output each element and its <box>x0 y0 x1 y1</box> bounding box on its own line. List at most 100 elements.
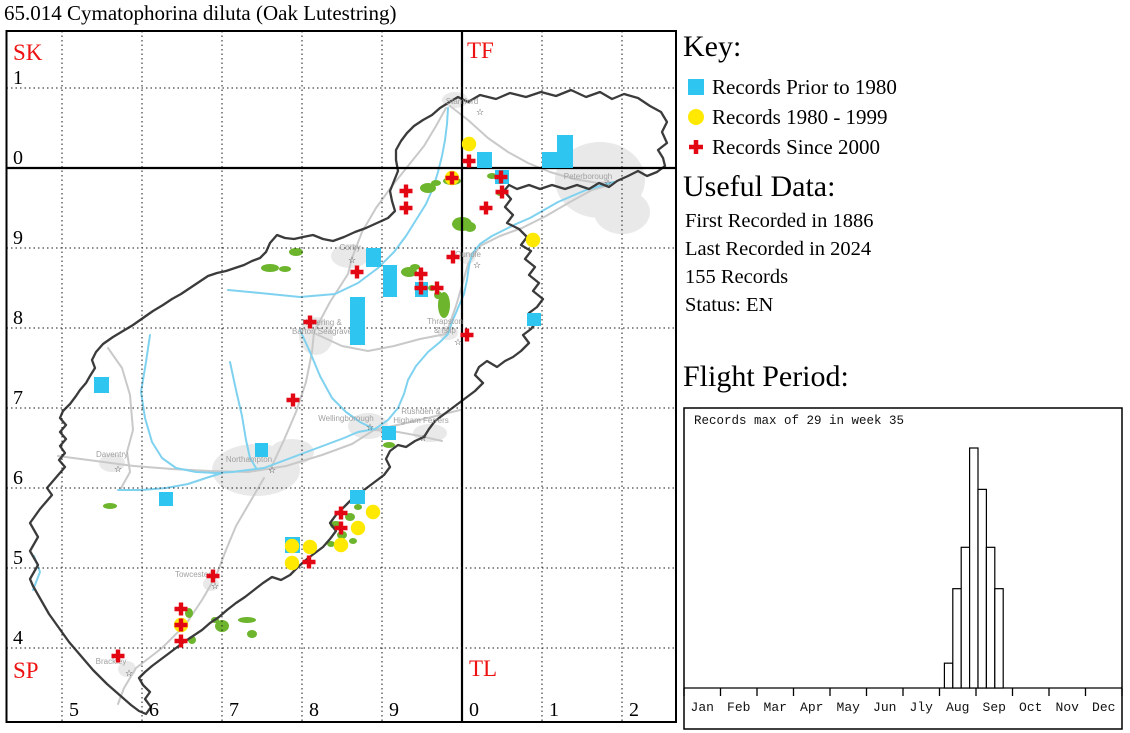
row-label: 5 <box>13 547 23 569</box>
town-label: Higham Ferrers <box>393 416 449 425</box>
town-label: Brackley <box>96 657 127 666</box>
distribution-map: Stamford☆Peterborough☆Corby☆Oundle☆Kette… <box>5 30 677 723</box>
col-label: 2 <box>629 699 639 721</box>
record-cross-since-2000 <box>414 267 428 281</box>
flight-bar-week-34 <box>960 546 971 689</box>
road <box>445 185 607 335</box>
town-star-icon: ☆ <box>348 256 356 266</box>
record-cross-since-2000 <box>350 265 364 279</box>
status-line: Status: EN <box>685 294 774 316</box>
grid-letter-sk: SK <box>13 40 43 65</box>
town-label: Oundle <box>455 250 481 259</box>
river <box>229 361 257 469</box>
page-title: 65.014 Cymatophorina diluta (Oak Lutestr… <box>4 1 397 25</box>
month-label: Mar <box>764 700 787 715</box>
town-label: Daventry <box>96 450 128 459</box>
month-label: Jun <box>873 700 896 715</box>
river <box>374 181 615 430</box>
record-square-prior-1980 <box>350 490 365 504</box>
record-cross-since-2000 <box>111 649 125 663</box>
woodland-patch <box>247 630 257 638</box>
record-square-prior-1980 <box>159 492 173 506</box>
record-cross-since-2000 <box>399 184 413 198</box>
road <box>269 107 447 471</box>
col-label: 8 <box>309 699 319 721</box>
legend-item-since-2000: Records Since 2000 <box>687 134 880 160</box>
legend-cross-icon <box>689 140 703 154</box>
river <box>117 472 223 491</box>
town-label: Barton Seagrave <box>292 327 353 336</box>
town-star-icon: ☆ <box>268 466 276 476</box>
record-circle-1980-1999 <box>284 555 300 571</box>
woodland-patch <box>261 264 279 272</box>
month-label: Apr <box>800 700 823 715</box>
flight-bar-week-36 <box>977 488 987 689</box>
woodland-patch <box>103 503 117 509</box>
town-label: Stamford <box>446 97 478 106</box>
record-circle-1980-1999 <box>350 520 366 536</box>
record-cross-since-2000 <box>430 281 444 295</box>
month-label: Oct <box>1019 700 1042 715</box>
town-star-icon: ☆ <box>114 465 122 475</box>
record-cross-since-2000 <box>174 618 188 632</box>
col-label: 6 <box>149 699 159 721</box>
woodland-patch <box>238 617 256 623</box>
legend-label: Records 1980 - 1999 <box>712 104 888 129</box>
legend-item-prior-1980: Records Prior to 1980 <box>687 74 897 100</box>
record-count-line: 155 Records <box>685 266 789 288</box>
flight-bar-week-37 <box>985 546 996 689</box>
woodland-patch <box>410 264 420 270</box>
record-square-prior-1980 <box>477 152 492 168</box>
town-label: Wellingborough <box>318 414 373 423</box>
woodland-patch <box>438 292 450 318</box>
grid-letter-sp: SP <box>13 658 39 683</box>
record-square-prior-1980 <box>527 313 541 326</box>
row-label: 1 <box>13 67 23 89</box>
month-label: Aug <box>946 700 969 715</box>
woodland-patch <box>383 442 395 448</box>
month-label: May <box>837 700 861 715</box>
last-recorded-line: Last Recorded in 2024 <box>685 238 872 260</box>
flight-bar-week-33 <box>952 588 962 689</box>
useful-data-heading: Useful Data: <box>683 170 836 203</box>
woodland-patch <box>431 180 441 186</box>
record-cross-since-2000 <box>334 521 348 535</box>
record-cross-since-2000 <box>302 555 316 569</box>
map-background <box>6 31 676 722</box>
month-label: Feb <box>727 700 750 715</box>
woodland-patch <box>420 183 436 193</box>
month-label: Dec <box>1092 700 1115 715</box>
county-boundary <box>28 88 669 716</box>
record-cross-since-2000 <box>495 185 509 199</box>
record-circle-1980-1999 <box>461 136 477 152</box>
town-label: Towcester <box>175 570 211 579</box>
first-recorded-line: First Recorded in 1886 <box>685 210 874 232</box>
town-label: Northampton <box>226 455 272 464</box>
row-label: 7 <box>13 387 23 409</box>
record-cross-since-2000 <box>445 171 459 185</box>
record-circle-1980-1999 <box>302 539 318 555</box>
grid-letter-tl: TL <box>469 656 497 681</box>
record-cross-since-2000 <box>460 328 474 342</box>
record-square-prior-1980 <box>382 426 396 440</box>
river <box>299 329 373 429</box>
record-cross-since-2000 <box>462 154 476 168</box>
row-label: 8 <box>13 307 23 329</box>
flight-bar-week-38 <box>994 588 1004 689</box>
legend-circle-icon <box>688 109 704 125</box>
record-cross-since-2000 <box>446 250 460 264</box>
col-label: 5 <box>69 699 79 721</box>
record-square-prior-1980 <box>350 297 365 345</box>
flight-bar-week-35 <box>968 447 979 689</box>
key-heading: Key: <box>683 30 742 63</box>
urban-area <box>331 244 369 268</box>
record-square-prior-1980 <box>383 265 397 297</box>
row-label: 6 <box>13 467 23 489</box>
record-cross-since-2000 <box>399 201 413 215</box>
flight-period-heading: Flight Period: <box>683 360 849 393</box>
town-star-icon: ☆ <box>366 423 374 433</box>
record-square-prior-1980 <box>94 377 109 393</box>
woodland-patch <box>354 504 362 510</box>
record-square-prior-1980 <box>542 152 557 168</box>
